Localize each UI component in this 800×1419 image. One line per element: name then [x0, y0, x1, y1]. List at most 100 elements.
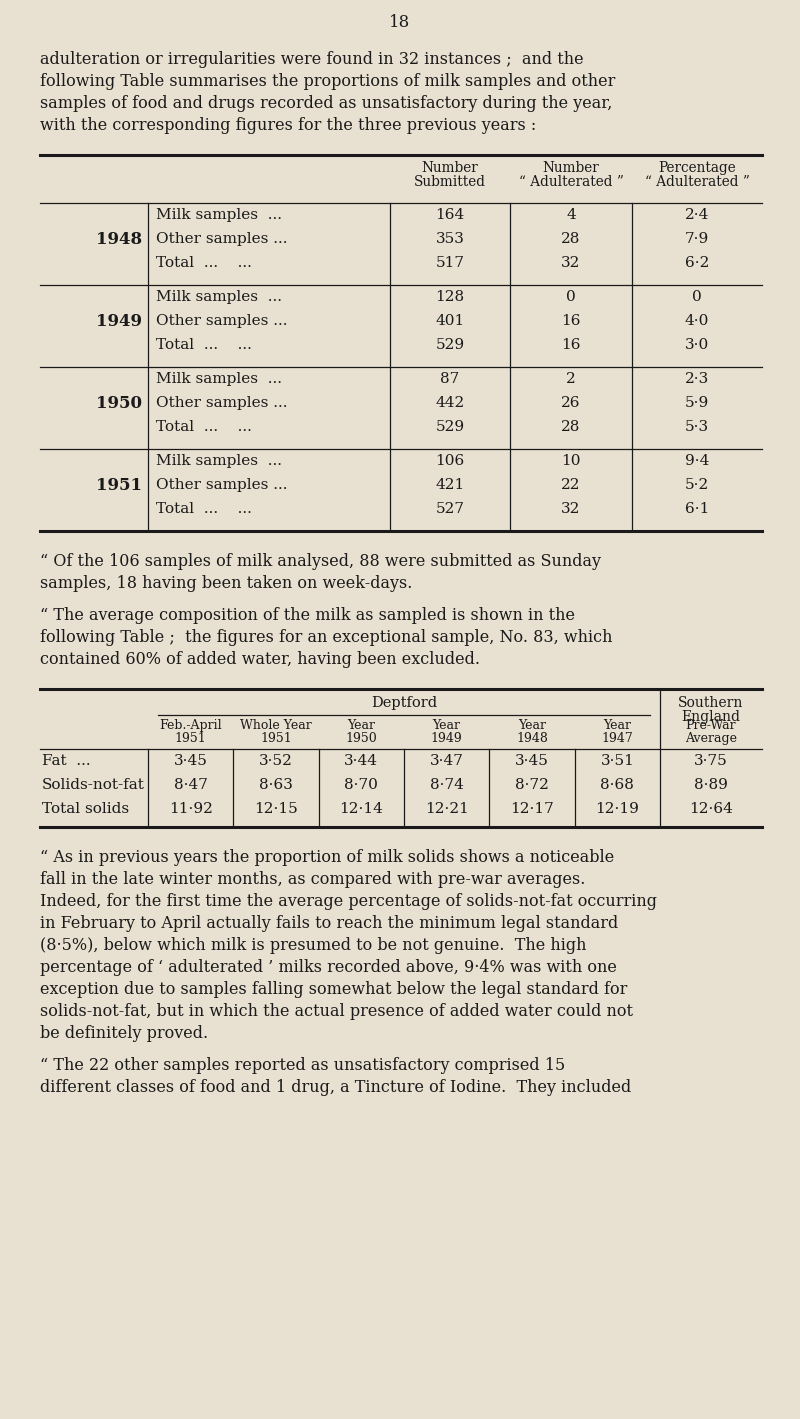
Text: 1949: 1949: [430, 732, 462, 745]
Text: 22: 22: [562, 478, 581, 492]
Text: 6·2: 6·2: [685, 255, 709, 270]
Text: 3·45: 3·45: [174, 753, 208, 768]
Text: 87: 87: [440, 372, 460, 386]
Text: 0: 0: [566, 289, 576, 304]
Text: Other samples ...: Other samples ...: [156, 478, 287, 492]
Text: 1951: 1951: [174, 732, 206, 745]
Text: 16: 16: [562, 338, 581, 352]
Text: Total  ...    ...: Total ... ...: [156, 502, 252, 517]
Text: 1947: 1947: [602, 732, 634, 745]
Text: 9·4: 9·4: [685, 454, 709, 468]
Text: 5·9: 5·9: [685, 396, 709, 410]
Text: 11·92: 11·92: [169, 802, 213, 816]
Text: percentage of ‘ adulterated ’ milks recorded above, 9·4% was with one: percentage of ‘ adulterated ’ milks reco…: [40, 959, 617, 976]
Text: (8·5%), below which milk is presumed to be not genuine.  The high: (8·5%), below which milk is presumed to …: [40, 937, 586, 954]
Text: samples of food and drugs recorded as unsatisfactory during the year,: samples of food and drugs recorded as un…: [40, 95, 612, 112]
Text: Year: Year: [603, 719, 631, 732]
Text: exception due to samples falling somewhat below the legal standard for: exception due to samples falling somewha…: [40, 981, 627, 998]
Text: following Table ;  the figures for an exceptional sample, No. 83, which: following Table ; the figures for an exc…: [40, 629, 613, 646]
Text: 12·21: 12·21: [425, 802, 469, 816]
Text: Total  ...    ...: Total ... ...: [156, 338, 252, 352]
Text: 3·44: 3·44: [344, 753, 378, 768]
Text: Average: Average: [685, 732, 737, 745]
Text: 7·9: 7·9: [685, 231, 709, 245]
Text: Percentage: Percentage: [658, 160, 736, 175]
Text: Number: Number: [422, 160, 478, 175]
Text: 1950: 1950: [96, 394, 142, 412]
Text: 32: 32: [562, 502, 581, 517]
Text: 0: 0: [692, 289, 702, 304]
Text: 5·2: 5·2: [685, 478, 709, 492]
Text: Milk samples  ...: Milk samples ...: [156, 372, 282, 386]
Text: 128: 128: [435, 289, 465, 304]
Text: Deptford: Deptford: [371, 695, 437, 710]
Text: Other samples ...: Other samples ...: [156, 314, 287, 328]
Text: following Table summarises the proportions of milk samples and other: following Table summarises the proportio…: [40, 72, 615, 89]
Text: 8·63: 8·63: [259, 778, 293, 792]
Text: 106: 106: [435, 454, 465, 468]
Text: 28: 28: [562, 420, 581, 434]
Text: 529: 529: [435, 420, 465, 434]
Text: “ Adulterated ”: “ Adulterated ”: [518, 175, 623, 189]
Text: Whole Year: Whole Year: [240, 719, 312, 732]
Text: 1948: 1948: [516, 732, 548, 745]
Text: Indeed, for the first time the average percentage of solids-not-fat occurring: Indeed, for the first time the average p…: [40, 893, 657, 910]
Text: adulteration or irregularities were found in 32 instances ;  and the: adulteration or irregularities were foun…: [40, 51, 584, 68]
Text: 8·72: 8·72: [515, 778, 549, 792]
Text: 517: 517: [435, 255, 465, 270]
Text: “ The average composition of the milk as sampled is shown in the: “ The average composition of the milk as…: [40, 607, 575, 624]
Text: 3·51: 3·51: [600, 753, 634, 768]
Text: Submitted: Submitted: [414, 175, 486, 189]
Text: 10: 10: [562, 454, 581, 468]
Text: 2·3: 2·3: [685, 372, 709, 386]
Text: Milk samples  ...: Milk samples ...: [156, 289, 282, 304]
Text: Other samples ...: Other samples ...: [156, 396, 287, 410]
Text: 401: 401: [435, 314, 465, 328]
Text: 12·17: 12·17: [510, 802, 554, 816]
Text: 12·15: 12·15: [254, 802, 298, 816]
Text: 1950: 1950: [346, 732, 378, 745]
Text: Other samples ...: Other samples ...: [156, 231, 287, 245]
Text: contained 60% of added water, having been excluded.: contained 60% of added water, having bee…: [40, 651, 480, 668]
Text: Southern: Southern: [678, 695, 744, 710]
Text: 353: 353: [435, 231, 465, 245]
Text: fall in the late winter months, as compared with pre-war averages.: fall in the late winter months, as compa…: [40, 871, 586, 888]
Text: 1949: 1949: [96, 312, 142, 329]
Text: 8·68: 8·68: [600, 778, 634, 792]
Text: 12·14: 12·14: [339, 802, 383, 816]
Text: 1951: 1951: [96, 477, 142, 494]
Text: 26: 26: [562, 396, 581, 410]
Text: 4·0: 4·0: [685, 314, 709, 328]
Text: samples, 18 having been taken on week-days.: samples, 18 having been taken on week-da…: [40, 575, 412, 592]
Text: different classes of food and 1 drug, a Tincture of Iodine.  They included: different classes of food and 1 drug, a …: [40, 1078, 631, 1095]
Text: 2·4: 2·4: [685, 209, 709, 221]
Text: 4: 4: [566, 209, 576, 221]
Text: Total  ...    ...: Total ... ...: [156, 420, 252, 434]
Text: Year: Year: [518, 719, 546, 732]
Text: 3·75: 3·75: [694, 753, 728, 768]
Text: Feb.-April: Feb.-April: [159, 719, 222, 732]
Text: 3·52: 3·52: [259, 753, 293, 768]
Text: 3·45: 3·45: [515, 753, 549, 768]
Text: Year: Year: [347, 719, 375, 732]
Text: 28: 28: [562, 231, 581, 245]
Text: be definitely proved.: be definitely proved.: [40, 1025, 208, 1042]
Text: 8·74: 8·74: [430, 778, 464, 792]
Text: Fat  ...: Fat ...: [42, 753, 90, 768]
Text: 6·1: 6·1: [685, 502, 709, 517]
Text: “ Adulterated ”: “ Adulterated ”: [645, 175, 750, 189]
Text: England: England: [682, 710, 741, 724]
Text: “ Of the 106 samples of milk analysed, 88 were submitted as Sunday: “ Of the 106 samples of milk analysed, 8…: [40, 553, 601, 570]
Text: 32: 32: [562, 255, 581, 270]
Text: 3·47: 3·47: [430, 753, 464, 768]
Text: 12·19: 12·19: [595, 802, 639, 816]
Text: 527: 527: [435, 502, 465, 517]
Text: in February to April actually fails to reach the minimum legal standard: in February to April actually fails to r…: [40, 915, 618, 932]
Text: Number: Number: [542, 160, 599, 175]
Text: 3·0: 3·0: [685, 338, 709, 352]
Text: 8·47: 8·47: [174, 778, 208, 792]
Text: 164: 164: [435, 209, 465, 221]
Text: 18: 18: [390, 14, 410, 31]
Text: Solids-not-fat: Solids-not-fat: [42, 778, 145, 792]
Text: Milk samples  ...: Milk samples ...: [156, 454, 282, 468]
